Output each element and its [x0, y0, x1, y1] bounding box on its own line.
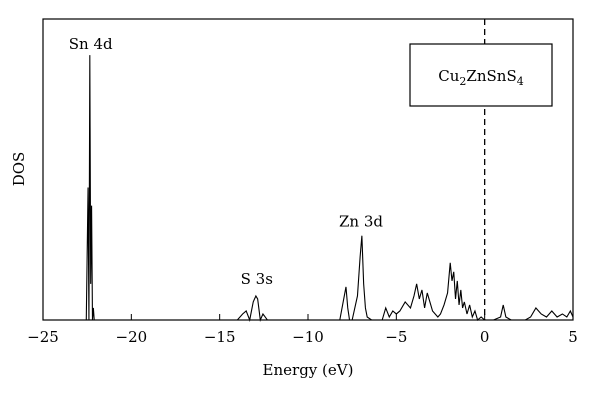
x-tick-labels: −25 −20 −15 −10 −5 0 5 [27, 328, 578, 346]
x-ticks [42, 314, 574, 320]
x-tick-label: −10 [292, 328, 324, 346]
peak-label: Zn 3d [339, 213, 383, 231]
x-tick-label: 0 [480, 328, 490, 346]
legend-box: Cu2ZnSnS4 [409, 43, 553, 107]
x-axis-label: Energy (eV) [263, 361, 354, 379]
legend-text: Cu2ZnSnS4 [438, 67, 523, 88]
peak-label: Sn 4d [69, 35, 113, 53]
peak-label: S 3s [241, 270, 273, 288]
x-tick-label: −25 [27, 328, 59, 346]
x-tick-label: −5 [385, 328, 407, 346]
x-tick-label: −20 [116, 328, 148, 346]
y-axis-label: DOS [10, 152, 28, 187]
dos-series-line [43, 55, 574, 323]
x-tick-label: −15 [204, 328, 236, 346]
peak-annotations: Sn 4d S 3s Zn 3d [69, 35, 384, 288]
x-tick-label: 5 [568, 328, 578, 346]
